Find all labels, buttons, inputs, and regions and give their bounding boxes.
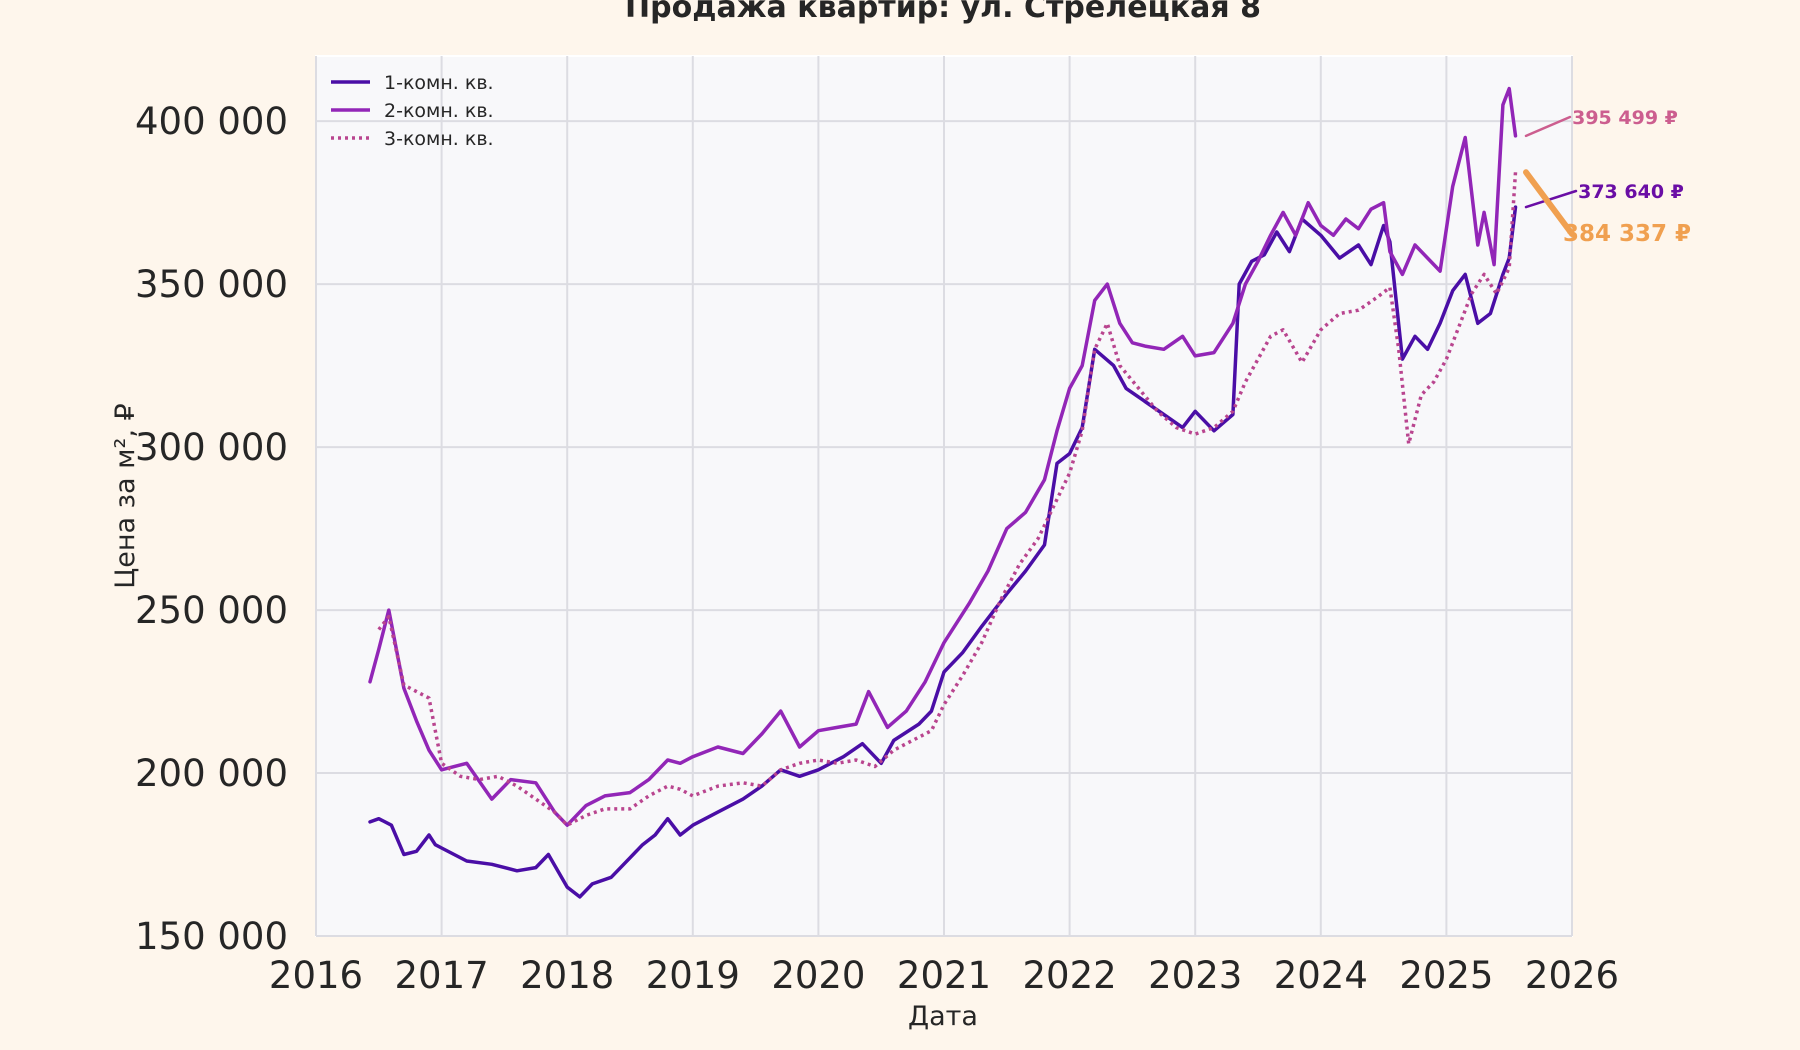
x-tick-label: 2021 <box>897 954 991 997</box>
annotation-arrow-3 <box>1523 169 1575 237</box>
grid <box>315 56 1573 937</box>
y-tick-label: 150 000 <box>135 915 288 958</box>
x-axis-label: Дата <box>908 1001 978 1032</box>
y-tick-label: 350 000 <box>135 263 288 306</box>
legend-label-2: 2-комн. кв. <box>384 100 494 122</box>
legend: 1-комн. кв. 2-комн. кв. 3-комн. кв. <box>331 72 494 150</box>
x-tick-label: 2020 <box>771 954 865 997</box>
x-axis-ticks: 2016 2017 2018 2019 2020 2021 2022 2023 2024 2025… <box>269 954 1619 997</box>
annotation-arrow-2 <box>1524 189 1578 209</box>
y-tick-label: 200 000 <box>135 752 288 795</box>
annotation-arrow-1 <box>1524 115 1572 138</box>
x-tick-label: 2024 <box>1274 954 1368 997</box>
legend-label-3: 3-комн. кв. <box>384 128 494 150</box>
x-tick-label: 2023 <box>1148 954 1242 997</box>
x-tick-label: 2025 <box>1399 954 1493 997</box>
x-tick-label: 2018 <box>520 954 614 997</box>
y-axis-ticks: 150 000 200 000 250 000 300 000 350 000 400 0… <box>135 100 288 958</box>
x-tick-label: 2016 <box>269 954 363 997</box>
x-tick-label: 2017 <box>395 954 489 997</box>
x-tick-label: 2019 <box>646 954 740 997</box>
y-axis-label: Цена за м², ₽ <box>110 403 141 588</box>
x-tick-label: 2026 <box>1525 954 1619 997</box>
annotation-label-2: 373 640 ₽ <box>1578 181 1684 203</box>
series-layer <box>368 86 1518 899</box>
x-tick-label: 2022 <box>1023 954 1117 997</box>
annotation-label-3: 384 337 ₽ <box>1563 221 1691 247</box>
annotation-label-1: 395 499 ₽ <box>1572 107 1678 129</box>
chart-title: Продажа квартир: ул. Стрелецкая 8 <box>625 0 1261 25</box>
y-tick-label: 400 000 <box>135 100 288 143</box>
y-tick-label: 300 000 <box>135 426 288 469</box>
annotations: 395 499 ₽ 373 640 ₽ 384 337 ₽ <box>1523 107 1691 247</box>
series-line-2 <box>368 86 1518 827</box>
y-tick-label: 250 000 <box>135 589 288 632</box>
legend-label-1: 1-комн. кв. <box>384 72 494 94</box>
